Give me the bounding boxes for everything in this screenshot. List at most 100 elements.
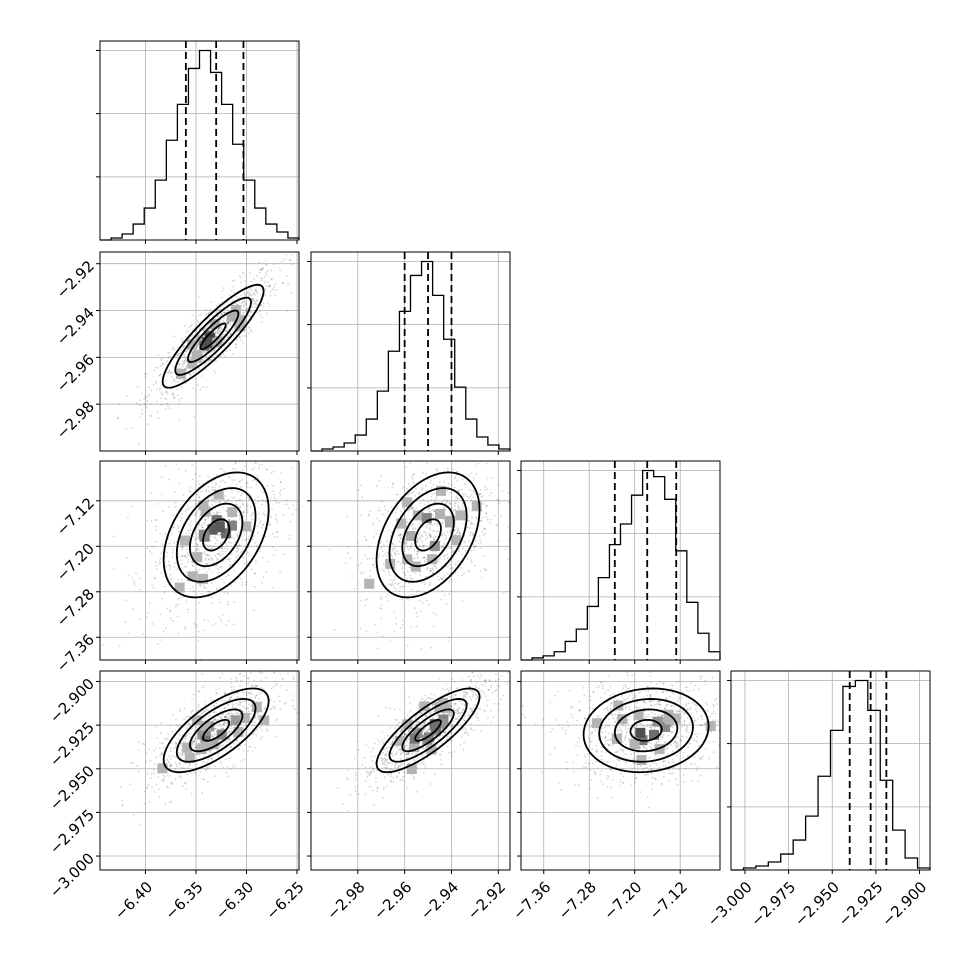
sample-point — [382, 757, 385, 760]
sample-point — [397, 553, 400, 556]
sample-point — [453, 529, 456, 532]
sample-point — [269, 523, 272, 526]
sample-point — [245, 694, 248, 697]
sample-point — [226, 722, 228, 725]
sample-point — [474, 493, 477, 495]
sample-point — [235, 333, 238, 336]
sample-point — [155, 568, 158, 570]
sample-point — [368, 575, 371, 578]
sample-point — [202, 386, 204, 389]
y-tick-label: −7.20 — [53, 540, 98, 585]
sample-point — [366, 771, 369, 774]
sample-point — [462, 708, 465, 711]
sample-point — [150, 402, 152, 405]
contour-1 — [401, 502, 455, 568]
sample-point — [195, 626, 197, 628]
sample-point — [446, 745, 449, 747]
sample-point — [181, 753, 184, 756]
sample-point — [207, 516, 210, 519]
sample-point — [251, 305, 254, 308]
sample-point — [390, 752, 393, 755]
sample-point — [607, 724, 610, 727]
sample-point — [138, 824, 141, 827]
sample-point — [376, 789, 379, 792]
sample-point — [215, 311, 218, 314]
sample-point — [222, 311, 225, 314]
sample-point — [395, 622, 398, 625]
sample-point — [446, 531, 448, 533]
sample-point — [248, 288, 251, 291]
sample-point — [474, 465, 477, 467]
sample-point — [254, 730, 256, 733]
sample-point — [213, 732, 216, 735]
sample-point — [429, 569, 432, 572]
sample-point — [436, 455, 438, 457]
sample-point — [224, 495, 227, 497]
sample-point — [178, 378, 181, 381]
x-ticks — [144, 660, 298, 664]
panel-2-2 — [517, 460, 721, 664]
sample-point — [292, 678, 295, 681]
sample-point — [448, 713, 451, 716]
sample-point — [149, 549, 151, 552]
sample-point — [200, 712, 203, 715]
sample-point — [155, 756, 157, 759]
sample-point — [185, 565, 188, 568]
sample-point — [147, 783, 150, 786]
sample-point — [470, 561, 473, 564]
sample-point — [469, 456, 471, 458]
sample-point — [183, 707, 186, 710]
sample-point — [198, 522, 201, 525]
sample-point — [240, 486, 242, 488]
sample-point — [209, 311, 212, 313]
sample-point — [248, 710, 250, 713]
sample-point — [187, 326, 190, 329]
sample-point — [175, 604, 178, 606]
sample-point — [265, 468, 268, 470]
sample-point — [272, 546, 275, 549]
sample-point — [385, 760, 388, 763]
sample-point — [202, 717, 205, 720]
sample-point — [202, 359, 205, 362]
sample-point — [289, 259, 291, 262]
sample-point — [482, 502, 485, 505]
sample-point — [275, 720, 278, 723]
sample-point — [213, 734, 216, 736]
sample-point — [675, 778, 677, 781]
sample-point — [185, 735, 188, 738]
sample-point — [177, 516, 180, 519]
sample-point — [155, 540, 157, 543]
sample-point — [464, 695, 467, 698]
sample-point — [185, 357, 188, 360]
sample-point — [393, 726, 396, 729]
sample-point — [221, 766, 224, 769]
sample-point — [443, 731, 446, 734]
sample-point — [292, 504, 295, 507]
sample-point — [463, 720, 466, 722]
sample-point — [276, 531, 278, 533]
sample-point — [238, 673, 241, 675]
sample-point — [440, 546, 443, 549]
sample-point — [174, 355, 177, 358]
y-ticks — [96, 680, 100, 857]
sample-point — [193, 730, 196, 732]
sample-point — [496, 688, 499, 691]
sample-point — [391, 742, 394, 744]
sample-point — [228, 731, 231, 734]
sample-point — [423, 728, 425, 731]
sample-point — [614, 713, 617, 716]
x-tick-label: −6.35 — [161, 878, 206, 923]
sample-point — [227, 703, 230, 706]
sample-point — [463, 572, 465, 575]
sample-point — [246, 511, 249, 514]
sample-point — [236, 504, 238, 506]
sample-point — [390, 584, 393, 587]
sample-point — [220, 327, 223, 330]
sample-point — [183, 362, 185, 365]
sample-point — [437, 578, 440, 581]
sample-point — [440, 533, 443, 536]
sample-point — [374, 761, 377, 764]
sample-point — [164, 407, 167, 410]
sample-point — [246, 503, 249, 506]
sample-point — [459, 744, 462, 746]
